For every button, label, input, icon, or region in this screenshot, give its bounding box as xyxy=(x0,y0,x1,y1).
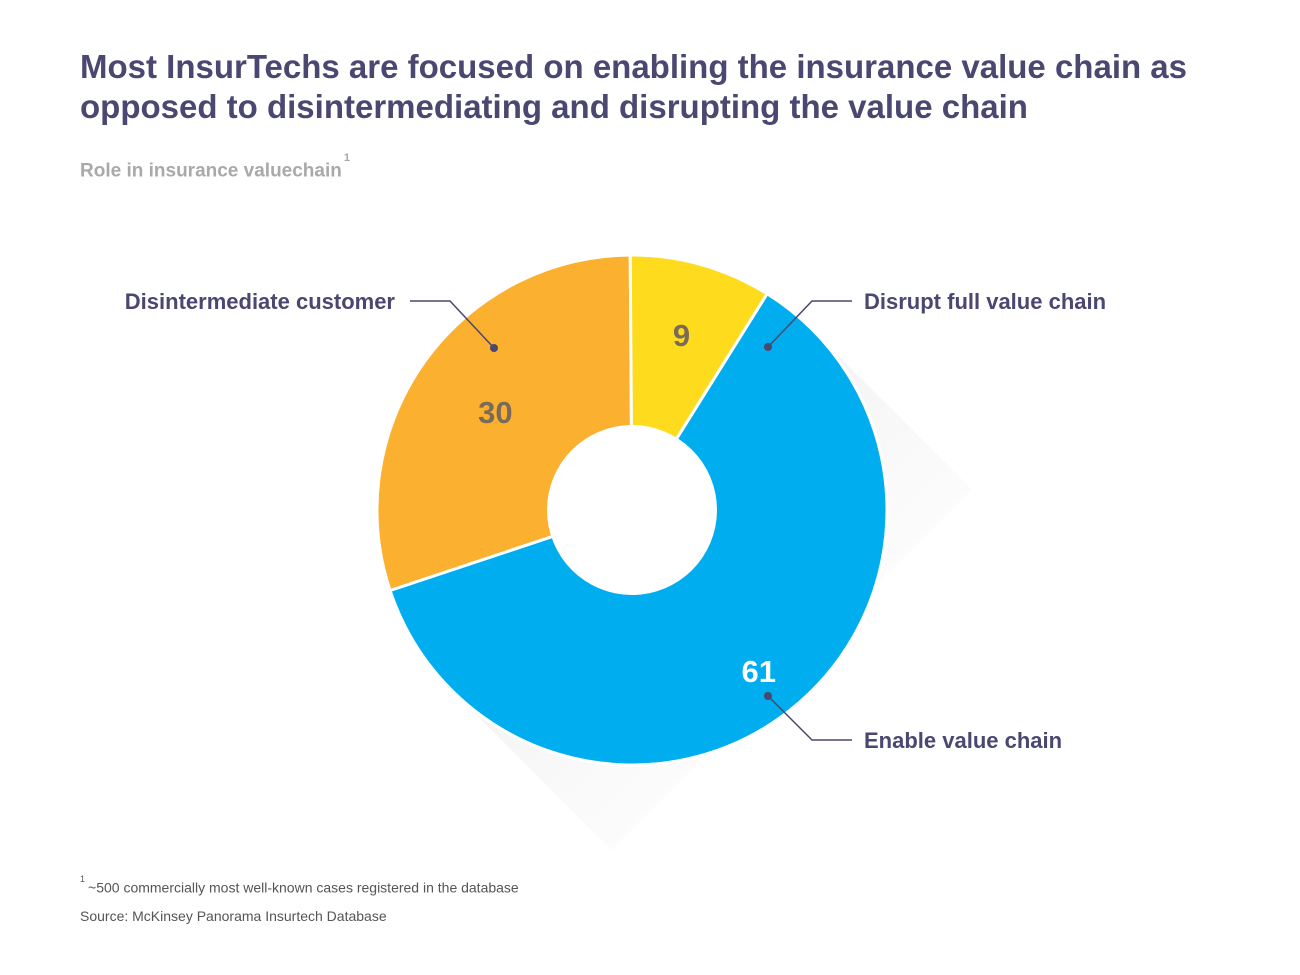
donut-hole xyxy=(547,425,717,595)
value-label-disrupt-full-value-chain: 9 xyxy=(673,318,690,353)
leader-dot-disrupt-full-value-chain xyxy=(764,343,772,351)
leader-dot-disintermediate-customer xyxy=(490,344,498,352)
category-label-enable-value-chain: Enable value chain xyxy=(864,728,1062,753)
chart-title: Most InsurTechs are focused on enabling … xyxy=(80,48,1188,125)
leader-line-disrupt-full-value-chain xyxy=(767,300,852,348)
leader-line-disintermediate-customer xyxy=(410,300,495,349)
chart-subtitle: Role in insurance valuechain1 xyxy=(80,152,350,182)
value-label-disintermediate-customer: 30 xyxy=(478,395,512,430)
chart-labels: 61 30 9 Enable value chain Disintermediate c… xyxy=(125,289,1106,753)
value-label-enable-value-chain: 61 xyxy=(742,654,776,689)
footnote-text: ~500 commercially most well-known cases … xyxy=(88,879,519,896)
footnote: 1~500 commercially most well-known cases… xyxy=(80,874,519,896)
category-label-disrupt-full-value-chain: Disrupt full value chain xyxy=(864,289,1106,314)
leader-dot-enable-value-chain xyxy=(764,692,772,700)
category-label-disintermediate-customer: Disintermediate customer xyxy=(125,289,396,314)
source-note: Source: McKinsey Panorama Insurtech Data… xyxy=(80,908,387,924)
subtitle-text: Role in insurance valuechain xyxy=(80,160,342,182)
footnote-marker: 1 xyxy=(80,874,86,884)
subtitle-footnote-marker: 1 xyxy=(343,152,350,164)
leader-line-enable-value-chain xyxy=(767,695,852,741)
